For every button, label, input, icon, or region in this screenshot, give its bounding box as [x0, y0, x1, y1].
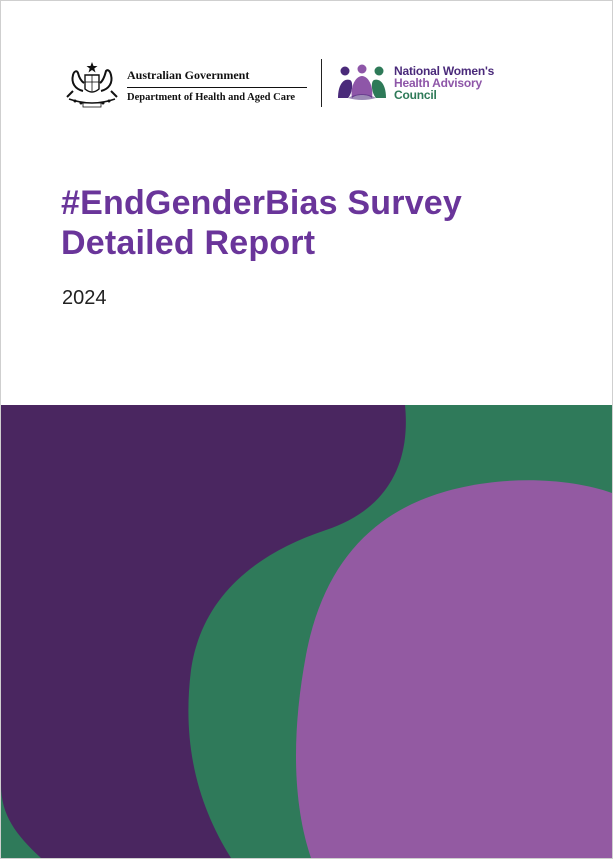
- three-people-icon: [338, 64, 386, 100]
- report-year: 2024: [62, 287, 107, 309]
- government-name: Australian Government: [127, 68, 307, 88]
- council-name-line1: National Women's: [394, 64, 495, 78]
- report-title: #EndGenderBias Survey Detailed Report: [61, 183, 462, 263]
- logo-divider: [321, 59, 322, 107]
- government-logo: Australian Government Department of Heal…: [61, 61, 307, 109]
- coat-of-arms-icon: [66, 62, 118, 108]
- decorative-shapes: [1, 405, 612, 858]
- council-logo: National Women's Health Advisory Council: [336, 64, 494, 102]
- council-name-line2: Health Advisory: [394, 76, 482, 90]
- council-name-line3: Council: [394, 88, 437, 102]
- report-title-line1: #EndGenderBias Survey: [61, 184, 463, 222]
- light-purple-shape: [295, 480, 612, 858]
- department-name: Department of Health and Aged Care: [127, 91, 296, 103]
- dark-purple-shape: [1, 405, 406, 858]
- report-title-line2: Detailed Report: [61, 224, 316, 262]
